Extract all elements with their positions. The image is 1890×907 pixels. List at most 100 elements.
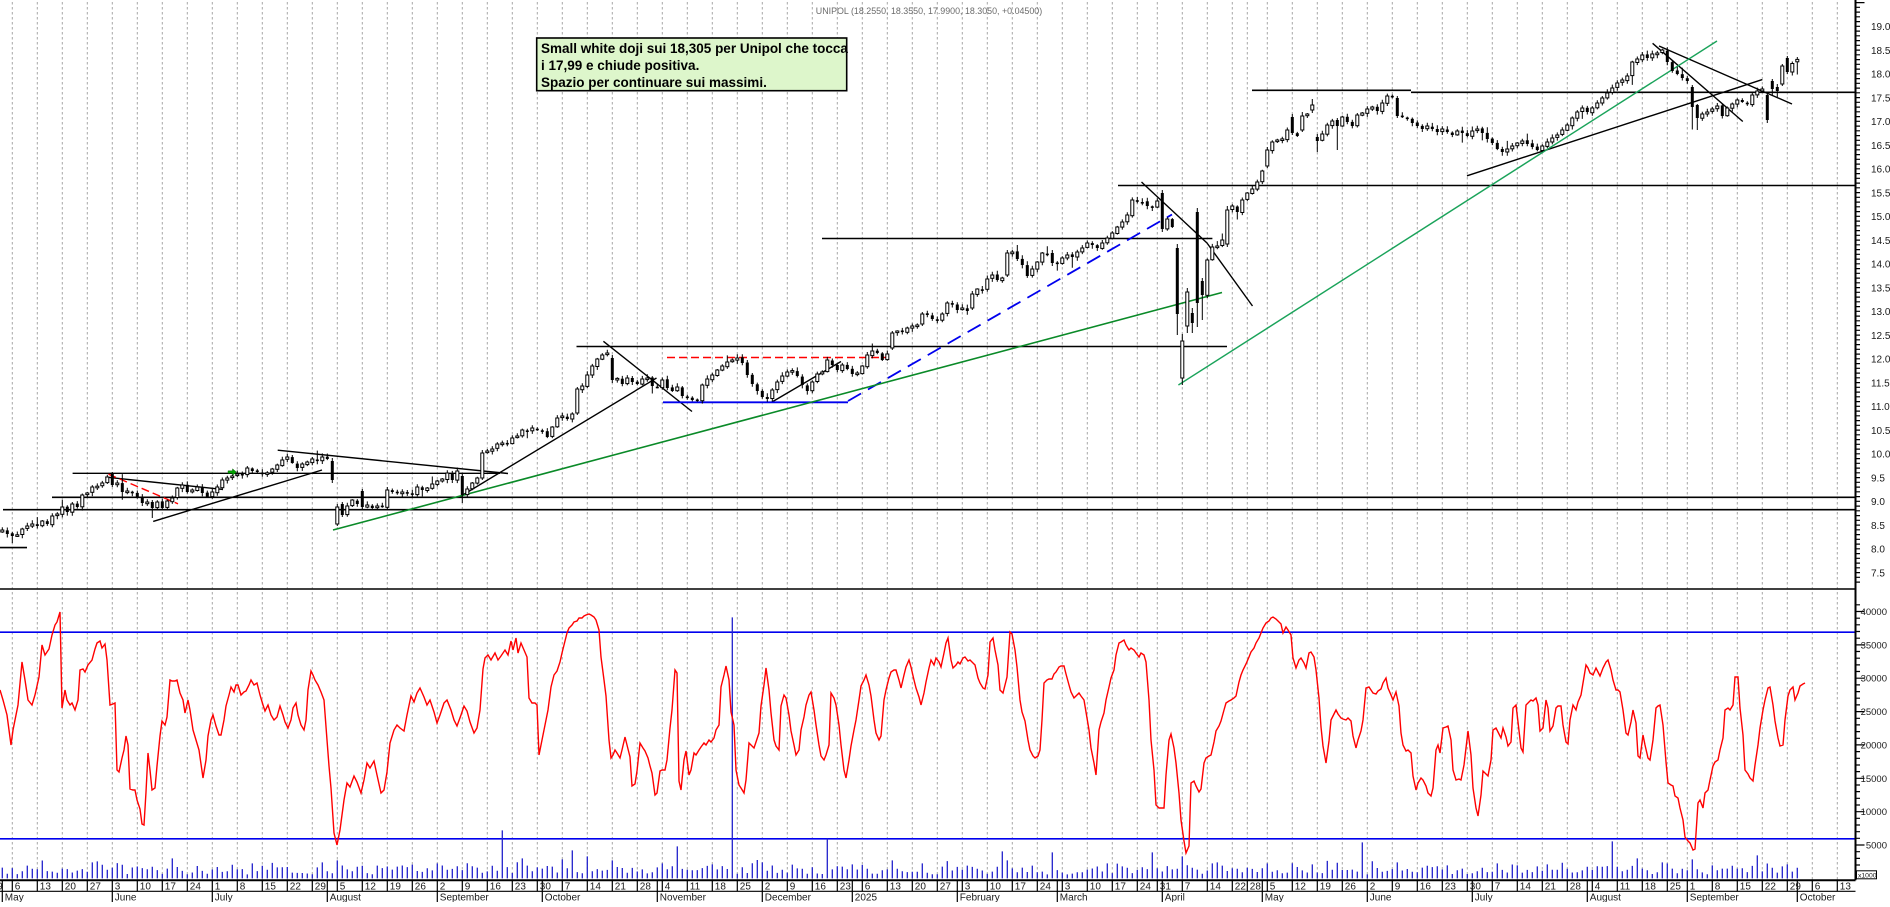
svg-text:20000: 20000 bbox=[1861, 740, 1887, 751]
svg-text:24: 24 bbox=[190, 882, 202, 893]
svg-text:24: 24 bbox=[1140, 882, 1152, 893]
svg-text:5000: 5000 bbox=[1866, 841, 1887, 852]
svg-text:8.0: 8.0 bbox=[1871, 545, 1885, 556]
svg-text:3: 3 bbox=[965, 882, 971, 893]
svg-text:May: May bbox=[5, 893, 24, 903]
svg-text:17.5: 17.5 bbox=[1871, 93, 1890, 104]
svg-text:2: 2 bbox=[1370, 882, 1376, 893]
svg-text:30: 30 bbox=[540, 882, 552, 893]
svg-text:7: 7 bbox=[1185, 882, 1191, 893]
svg-text:15: 15 bbox=[265, 882, 277, 893]
svg-text:10.0: 10.0 bbox=[1871, 450, 1890, 461]
svg-text:23: 23 bbox=[515, 882, 527, 893]
svg-text:9.5: 9.5 bbox=[1871, 473, 1885, 484]
svg-text:6: 6 bbox=[865, 882, 871, 893]
svg-text:27: 27 bbox=[940, 882, 952, 893]
svg-text:25: 25 bbox=[740, 882, 752, 893]
svg-text:16.0: 16.0 bbox=[1871, 165, 1890, 176]
svg-text:4: 4 bbox=[1595, 882, 1601, 893]
svg-text:29: 29 bbox=[1790, 882, 1802, 893]
svg-text:13: 13 bbox=[890, 882, 902, 893]
svg-text:September: September bbox=[440, 893, 490, 903]
svg-text:22: 22 bbox=[290, 882, 302, 893]
svg-text:28: 28 bbox=[640, 882, 652, 893]
svg-text:26: 26 bbox=[1345, 882, 1357, 893]
svg-text:12.0: 12.0 bbox=[1871, 355, 1890, 366]
svg-text:17: 17 bbox=[1115, 882, 1127, 893]
svg-text:UNIPOL (18.2550, 18.3550, 17.9: UNIPOL (18.2550, 18.3550, 17.9900, 18.30… bbox=[816, 6, 1042, 16]
svg-text:September: September bbox=[1690, 893, 1740, 903]
svg-text:30000: 30000 bbox=[1861, 674, 1887, 685]
svg-text:16: 16 bbox=[490, 882, 502, 893]
svg-text:13.0: 13.0 bbox=[1871, 307, 1890, 318]
svg-text:13: 13 bbox=[1840, 882, 1852, 893]
svg-text:5: 5 bbox=[340, 882, 346, 893]
svg-text:3: 3 bbox=[115, 882, 121, 893]
svg-text:23: 23 bbox=[1445, 882, 1457, 893]
svg-text:October: October bbox=[1800, 893, 1836, 903]
svg-text:19.0: 19.0 bbox=[1871, 22, 1890, 33]
svg-text:11.5: 11.5 bbox=[1871, 378, 1890, 389]
svg-text:15000: 15000 bbox=[1861, 774, 1887, 785]
svg-text:9: 9 bbox=[790, 882, 796, 893]
svg-text:22: 22 bbox=[1765, 882, 1777, 893]
svg-text:10.5: 10.5 bbox=[1871, 426, 1890, 437]
svg-text:18.5: 18.5 bbox=[1871, 46, 1890, 57]
svg-text:7: 7 bbox=[1495, 882, 1501, 893]
svg-text:16.5: 16.5 bbox=[1871, 141, 1890, 152]
svg-text:7: 7 bbox=[565, 882, 571, 893]
svg-text:December: December bbox=[765, 893, 812, 903]
svg-text:23: 23 bbox=[840, 882, 852, 893]
svg-text:35000: 35000 bbox=[1861, 640, 1887, 651]
svg-text:12: 12 bbox=[1295, 882, 1307, 893]
svg-text:10: 10 bbox=[1090, 882, 1102, 893]
svg-text:15.5: 15.5 bbox=[1871, 188, 1890, 199]
svg-text:1: 1 bbox=[1690, 882, 1696, 893]
svg-text:8.5: 8.5 bbox=[1871, 521, 1885, 532]
svg-text:9: 9 bbox=[465, 882, 471, 893]
svg-text:40000: 40000 bbox=[1861, 607, 1887, 618]
svg-text:2: 2 bbox=[440, 882, 446, 893]
svg-text:2: 2 bbox=[765, 882, 771, 893]
svg-text:12.5: 12.5 bbox=[1871, 331, 1890, 342]
svg-text:24: 24 bbox=[1040, 882, 1052, 893]
svg-text:29: 29 bbox=[315, 882, 327, 893]
svg-text:16: 16 bbox=[1420, 882, 1432, 893]
svg-text:21: 21 bbox=[615, 882, 627, 893]
svg-text:25: 25 bbox=[1670, 882, 1682, 893]
svg-text:15: 15 bbox=[1740, 882, 1752, 893]
svg-text:17.0: 17.0 bbox=[1871, 117, 1890, 128]
svg-text:5: 5 bbox=[1270, 882, 1276, 893]
svg-text:14: 14 bbox=[1520, 882, 1532, 893]
svg-text:13.5: 13.5 bbox=[1871, 283, 1890, 294]
svg-text:6: 6 bbox=[1815, 882, 1821, 893]
svg-text:7.5: 7.5 bbox=[1871, 568, 1885, 579]
svg-text:9: 9 bbox=[1395, 882, 1401, 893]
svg-text:13: 13 bbox=[40, 882, 52, 893]
svg-text:x1000: x1000 bbox=[1858, 873, 1877, 880]
svg-text:8: 8 bbox=[240, 882, 246, 893]
svg-text:14: 14 bbox=[1210, 882, 1222, 893]
svg-text:22: 22 bbox=[1235, 882, 1247, 893]
svg-text:February: February bbox=[960, 893, 1000, 903]
svg-text:16: 16 bbox=[815, 882, 827, 893]
svg-text:1: 1 bbox=[215, 882, 221, 893]
svg-text:26: 26 bbox=[415, 882, 427, 893]
svg-text:29: 29 bbox=[0, 882, 3, 893]
svg-text:4: 4 bbox=[665, 882, 671, 893]
svg-text:18.0: 18.0 bbox=[1871, 70, 1890, 81]
svg-text:June: June bbox=[115, 893, 137, 903]
svg-text:21: 21 bbox=[1545, 882, 1557, 893]
svg-text:April: April bbox=[1165, 893, 1185, 903]
svg-text:12: 12 bbox=[365, 882, 377, 893]
svg-text:10: 10 bbox=[140, 882, 152, 893]
svg-text:June: June bbox=[1370, 893, 1392, 903]
svg-text:October: October bbox=[545, 893, 581, 903]
svg-text:3: 3 bbox=[1065, 882, 1071, 893]
svg-text:18: 18 bbox=[1645, 882, 1657, 893]
svg-text:8: 8 bbox=[1715, 882, 1721, 893]
svg-text:14.0: 14.0 bbox=[1871, 260, 1890, 271]
svg-text:November: November bbox=[660, 893, 707, 903]
svg-text:9.0: 9.0 bbox=[1871, 497, 1885, 508]
svg-text:20: 20 bbox=[65, 882, 77, 893]
